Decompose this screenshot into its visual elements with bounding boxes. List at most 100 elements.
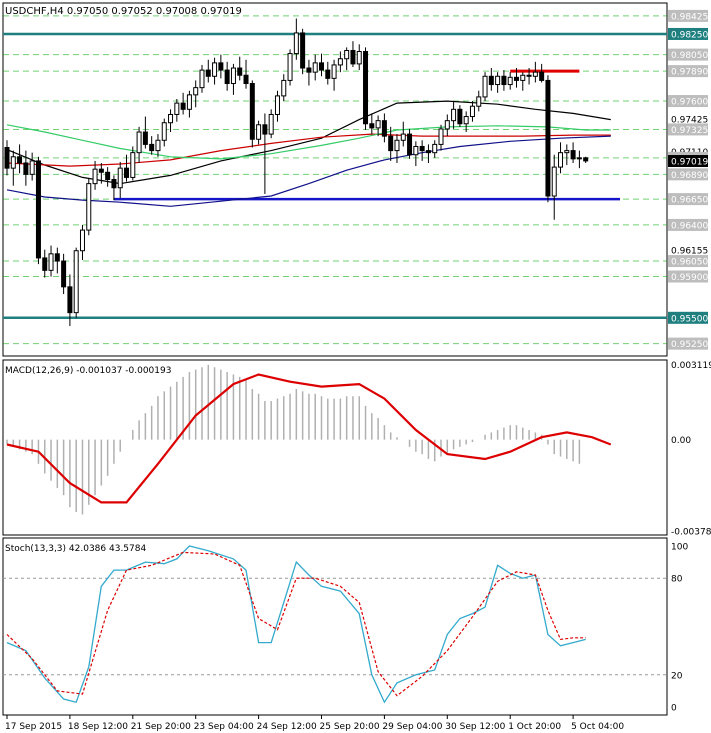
candle-body [249,83,255,140]
price-tag [668,9,708,22]
price-tag [668,27,708,40]
candle-body [463,116,469,125]
price-label: 0.97325 [671,126,708,136]
price-label: 0.95500 [671,314,708,324]
price-tag [668,337,708,350]
candle-body [350,49,356,65]
candle-body [312,62,318,73]
candle-body [507,76,513,86]
candle-body [237,67,243,76]
green-moving-average [6,124,611,160]
candle-body [457,108,463,125]
stoch-scale-label: 0 [671,704,677,714]
candle-body [29,160,35,175]
price-tag [668,48,708,61]
price-label: 0.96400 [671,221,708,231]
candle-body [501,75,507,86]
price-tag [668,168,708,181]
candle-body [432,143,438,154]
candle-body [325,69,331,79]
candle-body [532,71,538,77]
candle-body [79,229,85,252]
candle-body [168,113,174,124]
candle-body [117,167,123,189]
candle-body [583,157,589,162]
macd-panel: 0.003119 0.00 -0.003787 [2,359,711,538]
panel-frame [2,2,668,357]
candle-body [300,32,306,69]
candle-body [413,145,419,156]
candle-body [363,51,369,125]
candle-body [124,167,130,178]
candle-body [306,67,312,73]
candle-body [186,94,192,110]
price-tag [668,270,708,283]
candle-body [576,157,582,160]
candle-body [67,286,73,314]
macd-scale-label: 0.00 [671,436,691,446]
time-label: 5 Oct 04:00 [571,722,624,732]
candle-body [394,139,400,152]
candle-body [180,102,186,110]
candle-body [369,123,375,129]
candle-body [375,120,381,129]
candle-body [262,124,268,135]
candle-body [4,147,10,169]
candle-body [495,75,501,86]
symbol-header: USDCHF,H4 0.97050 0.97052 0.97008 0.9701… [5,6,242,17]
macd-title: MACD(12,26,9) -0.001037 -0.000193 [5,366,171,376]
candle-body [274,95,280,115]
time-axis: 17 Sep 2015 18 Sep 12:00 21 Sep 20:00 23 Se… [5,715,624,732]
candle-body [149,143,155,152]
candle-body [193,87,199,96]
candle-body [337,58,343,66]
candle-body [482,75,488,98]
stoch-scale-label: 20 [671,671,683,681]
price-label: 0.96050 [671,258,708,268]
candle-body [142,131,148,145]
candle-body [469,105,475,118]
price-label: 0.97425 [671,116,708,126]
candle-body [199,69,205,89]
candle-body [545,79,551,197]
price-panel: 0.98425 0.98250 0.98050 0.97890 0.97600 0.974… [2,2,708,357]
price-label: 0.97890 [671,68,708,78]
candle-body [230,67,236,85]
candle-body [451,108,457,122]
time-label: 18 Sep 12:00 [68,722,128,732]
price-tag [668,123,708,136]
price-tag [668,311,708,324]
price-label: 0.96890 [671,171,708,181]
panel-frame [2,359,668,536]
candle-body [488,75,494,86]
candle-body [400,133,406,141]
candle-body [17,156,23,164]
stoch-signal-line [6,551,586,697]
price-tag [668,193,708,206]
candle-body [61,260,67,288]
stoch-scale-label: 80 [671,575,683,585]
candle-body [293,32,299,55]
price-label: 0.98050 [671,51,708,61]
price-label: 0.95900 [671,273,708,283]
panel-frame [2,537,668,716]
candle-body [388,135,394,152]
candle-body [161,122,167,141]
candle-body [407,133,413,156]
candle-body [35,160,41,259]
candle-body [520,74,526,81]
price-tag [668,65,708,78]
time-label: 29 Sep 04:00 [382,722,442,732]
candle-body [551,166,557,197]
candle-body [344,49,350,60]
price-label: 0.95250 [671,340,708,350]
candle-body [356,51,362,65]
candle-body [42,257,48,271]
time-label: 17 Sep 2015 [5,722,62,732]
candle-body [111,179,117,189]
candle-body [287,53,293,81]
red-moving-average [6,133,611,167]
price-label: 0.97600 [671,98,708,108]
candle-body [23,162,29,175]
